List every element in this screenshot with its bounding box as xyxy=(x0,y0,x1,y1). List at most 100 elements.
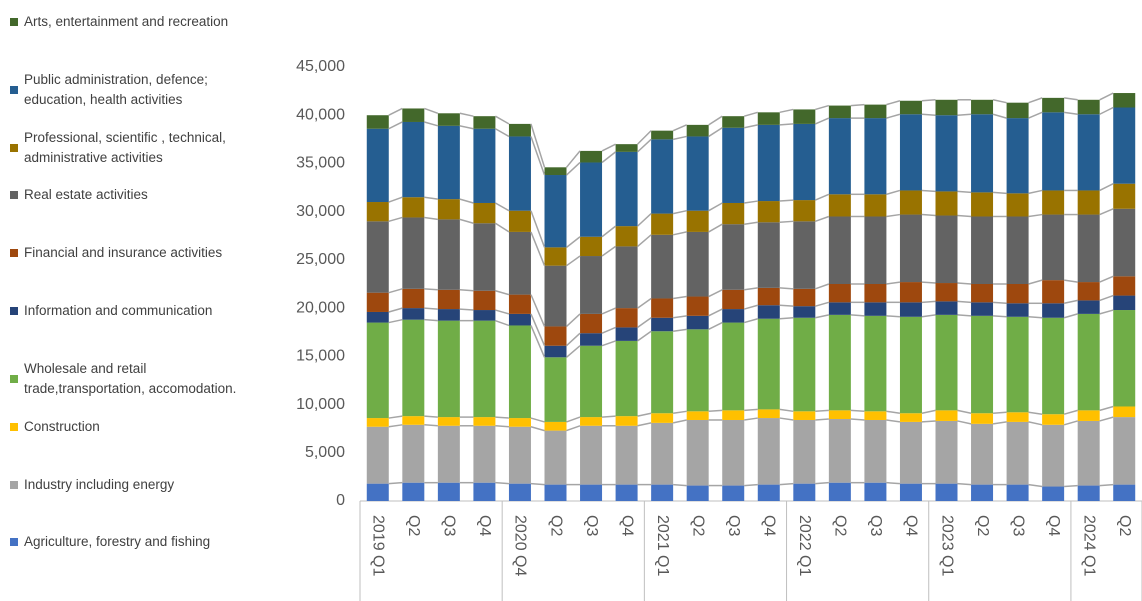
bar-segment xyxy=(437,482,460,501)
series-line xyxy=(957,113,972,116)
legend-label: Information and communication xyxy=(24,303,213,318)
bar-segment xyxy=(508,483,531,501)
series-line xyxy=(388,424,403,428)
bar-segment xyxy=(651,331,674,414)
bar-segment xyxy=(615,246,638,309)
series-line xyxy=(921,281,936,284)
bar-segment xyxy=(935,301,958,315)
bar-segment xyxy=(686,136,709,211)
bar-segment xyxy=(686,411,709,420)
bar-segment xyxy=(508,210,531,232)
series-line xyxy=(957,409,972,414)
bar-segment xyxy=(651,213,674,235)
bar-segment xyxy=(828,194,851,217)
bar-segment xyxy=(971,423,994,485)
series-line xyxy=(495,202,510,212)
bar-segment xyxy=(366,311,389,323)
series-line xyxy=(601,307,616,315)
series-line xyxy=(850,103,865,107)
bar-segment xyxy=(935,410,958,421)
bar-segment xyxy=(722,410,745,420)
bar-segment xyxy=(437,417,460,426)
bar-segment xyxy=(793,306,816,318)
x-tick-label: 2019 Q1 xyxy=(370,515,387,576)
bar-segment xyxy=(1006,118,1029,194)
bar-segment xyxy=(580,150,603,163)
bar-segment xyxy=(544,484,567,501)
bar-segment xyxy=(1006,421,1029,485)
bar-segment xyxy=(1006,484,1029,501)
bar-segment xyxy=(935,191,958,216)
bar-segment xyxy=(580,417,603,426)
x-tick-label: Q4 xyxy=(761,515,778,536)
series-line xyxy=(886,410,901,414)
legend-entry: Industry including energy xyxy=(10,475,174,495)
bar-segment xyxy=(473,425,496,483)
series-line xyxy=(1099,275,1114,283)
series-line xyxy=(1028,483,1043,488)
y-tick-label: 30,000 xyxy=(296,203,345,220)
bar-segment xyxy=(615,340,638,417)
legend-label: Public administration, defence; educatio… xyxy=(24,72,208,107)
series-line xyxy=(921,300,936,304)
bar-segment xyxy=(1077,214,1100,283)
bar-segment xyxy=(864,482,887,501)
bar-segment xyxy=(437,113,460,126)
series-line xyxy=(1099,208,1114,216)
series-line xyxy=(886,315,901,318)
bar-segment xyxy=(864,118,887,195)
bar-segment xyxy=(1042,424,1065,487)
bar-segment xyxy=(580,162,603,237)
series-line xyxy=(779,482,794,486)
series-line xyxy=(672,209,687,215)
bar-segment xyxy=(544,421,567,431)
series-line xyxy=(1063,420,1078,426)
series-line xyxy=(1064,484,1078,488)
bar-segment xyxy=(402,121,425,198)
bar-segment xyxy=(366,202,389,222)
bar-segment xyxy=(544,430,567,485)
bar-segment xyxy=(473,290,496,311)
series-line xyxy=(886,281,901,285)
series-line xyxy=(1028,111,1043,119)
bar-segment xyxy=(402,108,425,122)
bar-segment xyxy=(793,221,816,289)
bar-segment xyxy=(899,114,922,191)
bar-segment xyxy=(793,411,816,420)
bar-segment xyxy=(757,409,780,419)
bar-segment xyxy=(935,99,958,116)
legend-label: Industry including energy xyxy=(24,477,175,492)
bar-segment xyxy=(757,222,780,288)
bar-segment xyxy=(1077,485,1100,501)
bar-segment xyxy=(544,247,567,266)
series-line xyxy=(459,218,474,224)
bar-segment xyxy=(508,294,531,314)
series-line xyxy=(672,124,687,132)
series-line xyxy=(886,419,901,423)
y-tick-label: 15,000 xyxy=(296,348,345,365)
series-line xyxy=(1028,411,1043,415)
x-tick-label: 2021 Q1 xyxy=(654,515,671,576)
series-line xyxy=(779,199,794,202)
series-line xyxy=(565,313,581,327)
legend-entry: Real estate activities xyxy=(10,185,148,205)
bar-segment xyxy=(899,302,922,317)
series-line xyxy=(601,326,616,334)
bar-segment xyxy=(722,419,745,486)
series-line xyxy=(1028,97,1043,104)
bar-segment xyxy=(508,426,531,484)
bar-segment xyxy=(864,411,887,420)
bar-segment xyxy=(828,410,851,420)
bar-segment xyxy=(793,483,816,501)
series-line xyxy=(1099,405,1114,412)
legend-swatch xyxy=(10,144,18,152)
bar-segment xyxy=(366,322,389,419)
bar-segment xyxy=(473,128,496,203)
bar-segment xyxy=(1077,190,1100,215)
x-tick-label: 2023 Q1 xyxy=(938,515,955,576)
bar-segment xyxy=(899,413,922,422)
series-line xyxy=(921,409,936,414)
y-tick-label: 0 xyxy=(336,492,345,509)
x-tick-label: Q2 xyxy=(974,515,991,536)
series-line xyxy=(886,100,901,106)
